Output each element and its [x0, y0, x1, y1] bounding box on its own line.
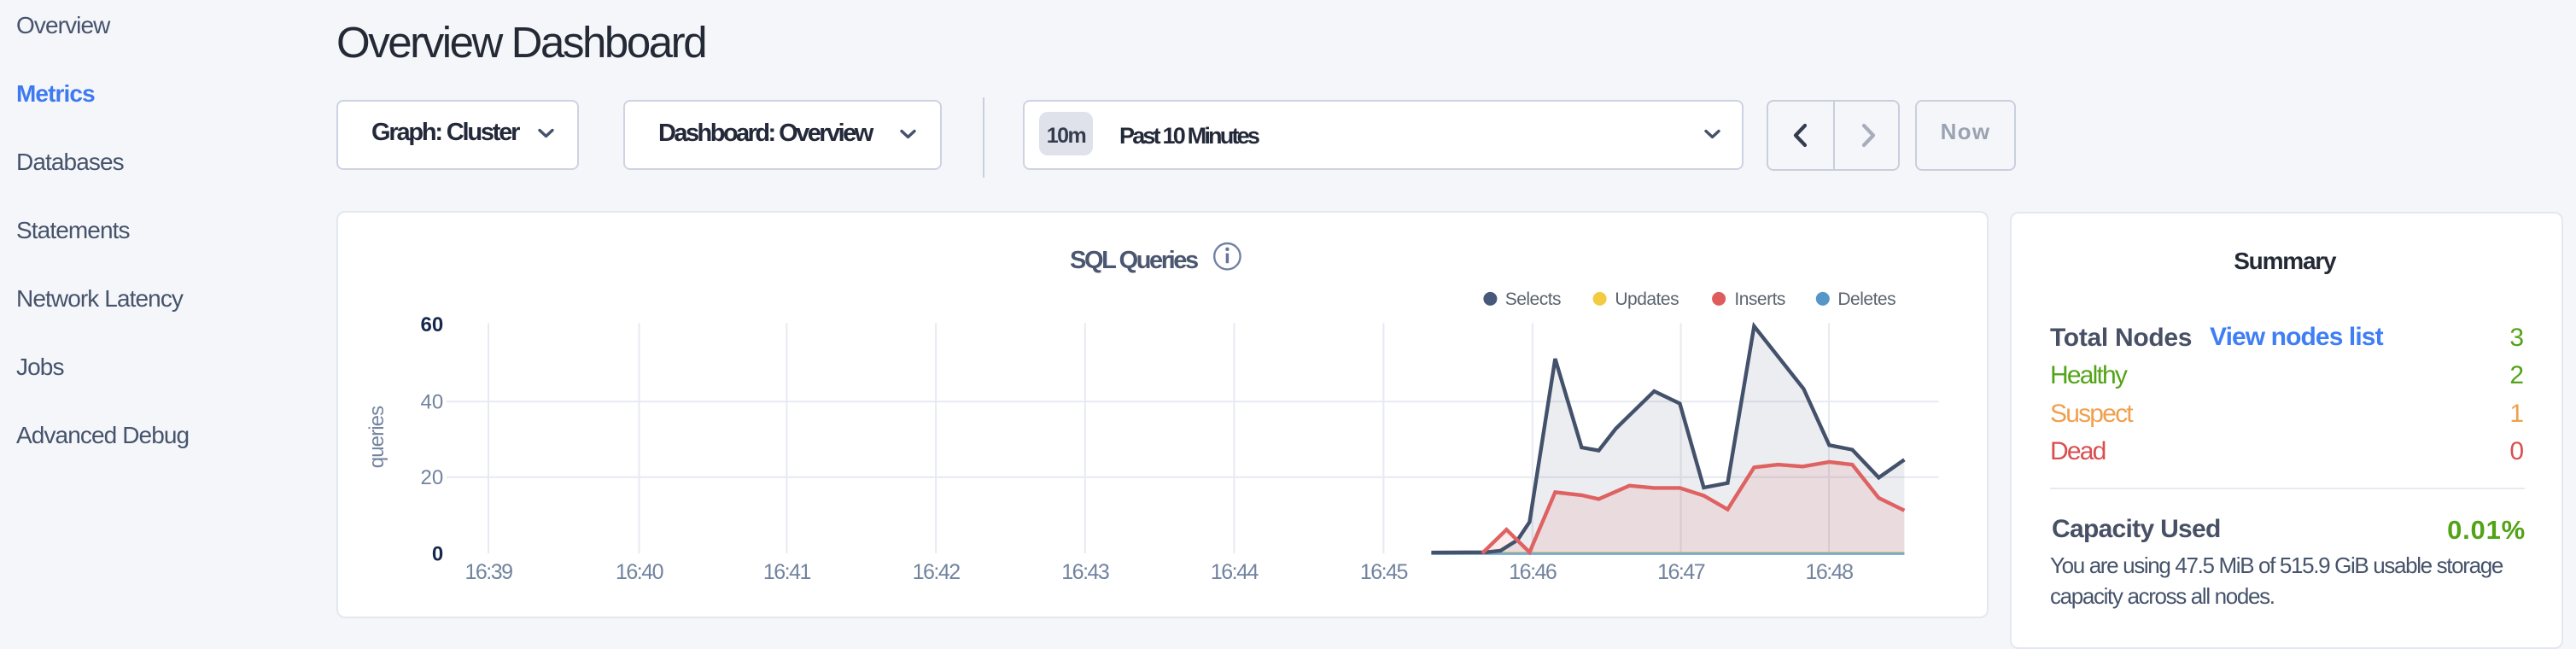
svg-text:20: 20: [420, 466, 443, 489]
svg-text:16:41: 16:41: [762, 560, 810, 584]
svg-text:16:43: 16:43: [1061, 560, 1109, 584]
svg-text:16:45: 16:45: [1359, 560, 1407, 584]
svg-text:0: 0: [431, 543, 442, 566]
svg-text:16:44: 16:44: [1210, 560, 1259, 584]
svg-text:60: 60: [420, 313, 443, 336]
svg-text:40: 40: [420, 391, 443, 414]
svg-text:16:48: 16:48: [1805, 560, 1853, 584]
svg-text:SQL Queries: SQL Queries: [1070, 247, 1198, 274]
svg-text:16:47: 16:47: [1657, 560, 1705, 584]
svg-text:16:46: 16:46: [1509, 560, 1557, 584]
svg-text:Selects: Selects: [1504, 289, 1560, 309]
svg-text:queries: queries: [365, 406, 388, 468]
svg-text:16:42: 16:42: [912, 560, 960, 584]
svg-text:16:39: 16:39: [464, 560, 512, 584]
svg-text:Inserts: Inserts: [1734, 289, 1785, 309]
svg-text:16:40: 16:40: [616, 560, 663, 584]
svg-text:Updates: Updates: [1615, 289, 1679, 309]
svg-text:Deletes: Deletes: [1837, 289, 1895, 309]
